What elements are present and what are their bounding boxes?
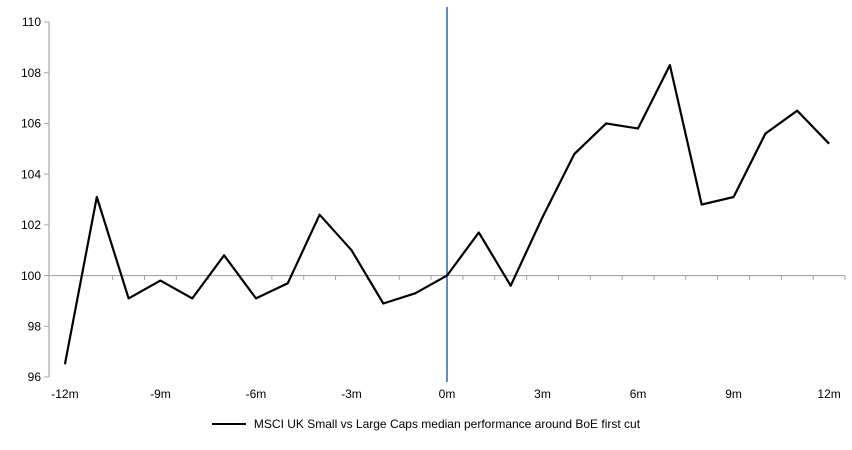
legend-line-sample	[211, 423, 246, 425]
y-axis-label: 100	[21, 269, 41, 283]
x-axis-label: 9m	[725, 387, 742, 401]
x-axis-label: -12m	[51, 387, 78, 401]
series-line	[63, 63, 830, 365]
y-axis-label: 106	[21, 117, 41, 131]
x-axis-label: 12m	[817, 387, 840, 401]
x-axis-label: -9m	[150, 387, 171, 401]
y-axis-label: 110	[22, 15, 41, 29]
y-axis-label: 104	[21, 167, 41, 181]
y-axis-label: 102	[21, 218, 41, 232]
y-axis-label: 96	[28, 370, 42, 384]
y-axis-label: 108	[21, 66, 41, 80]
x-axis-label: -3m	[341, 387, 362, 401]
x-axis-label: 0m	[439, 387, 456, 401]
legend: MSCI UK Small vs Large Caps median perfo…	[0, 416, 852, 432]
x-axis-label: 3m	[534, 387, 551, 401]
legend-label: MSCI UK Small vs Large Caps median perfo…	[253, 417, 641, 431]
chart-canvas: 110 108 106 104 102 100 98 96 -12m -9m -6m -3m 0m 3m 6…	[21, 7, 846, 401]
x-axis-label: -6m	[246, 387, 267, 401]
x-axis-label: 6m	[630, 387, 647, 401]
y-axis-label: 98	[28, 319, 42, 333]
